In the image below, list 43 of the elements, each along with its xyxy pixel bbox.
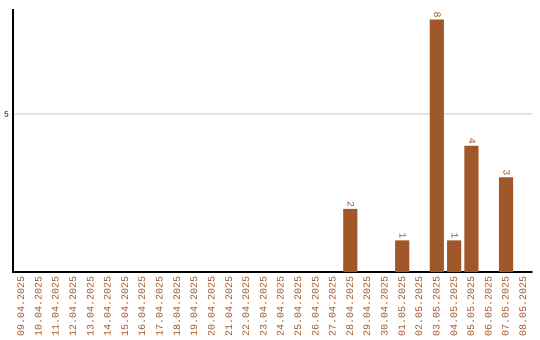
y-tick-label: 5: [4, 110, 9, 120]
data-label: 2: [344, 200, 355, 207]
x-tick-label: 01.05.2025: [398, 276, 409, 336]
data-label: 1: [396, 232, 407, 238]
x-tick-label: 24.04.2025: [276, 276, 288, 336]
x-tick-label: 09.04.2025: [17, 276, 28, 336]
x-tick-label: 30.04.2025: [380, 276, 392, 336]
data-label: 3: [499, 169, 510, 176]
x-tick-label: 12.04.2025: [69, 276, 80, 336]
x-tick-label: 04.05.2025: [450, 276, 461, 336]
bar: [430, 19, 444, 272]
x-tick-label: 05.05.2025: [467, 276, 478, 336]
x-tick-label: 26.04.2025: [311, 276, 322, 336]
x-tick-label: 02.05.2025: [415, 276, 426, 336]
bar: [498, 177, 514, 272]
x-tick-label: 14.04.2025: [104, 276, 115, 336]
x-tick-label: 07.05.2025: [502, 276, 513, 336]
bar: [343, 208, 358, 272]
x-tick-label: 20.04.2025: [207, 276, 218, 336]
x-tick-label: 17.04.2025: [156, 276, 167, 336]
x-tick-label: 28.04.2025: [346, 276, 357, 336]
x-tick-label: 11.04.2025: [52, 276, 63, 336]
x-tick-label: 19.04.2025: [190, 276, 202, 336]
x-tick-label: 18.04.2025: [172, 276, 184, 336]
x-tick-label: 10.04.2025: [34, 276, 46, 336]
x-tick-label: 22.04.2025: [242, 276, 254, 336]
x-tick-label: 25.04.2025: [294, 276, 305, 336]
x-tick-label: 15.04.2025: [120, 276, 132, 336]
x-tick-label: 21.04.2025: [224, 276, 236, 336]
data-label: 1: [447, 232, 458, 238]
x-tick-label: 03.05.2025: [432, 276, 444, 336]
data-label: 4: [464, 138, 476, 144]
x-tick-label: 27.04.2025: [328, 276, 340, 336]
data-label: 8: [430, 11, 442, 18]
x-tick-label: 13.04.2025: [86, 276, 98, 336]
x-tick-label: 29.04.2025: [363, 276, 374, 336]
x-tick-label: 06.05.2025: [484, 276, 496, 336]
x-tick-label: 16.04.2025: [138, 276, 150, 336]
bar: [447, 240, 462, 272]
x-tick-label: 23.04.2025: [259, 276, 270, 336]
x-tick-label: 08.05.2025: [518, 276, 530, 336]
bar: [464, 146, 479, 272]
bar: [395, 240, 410, 272]
